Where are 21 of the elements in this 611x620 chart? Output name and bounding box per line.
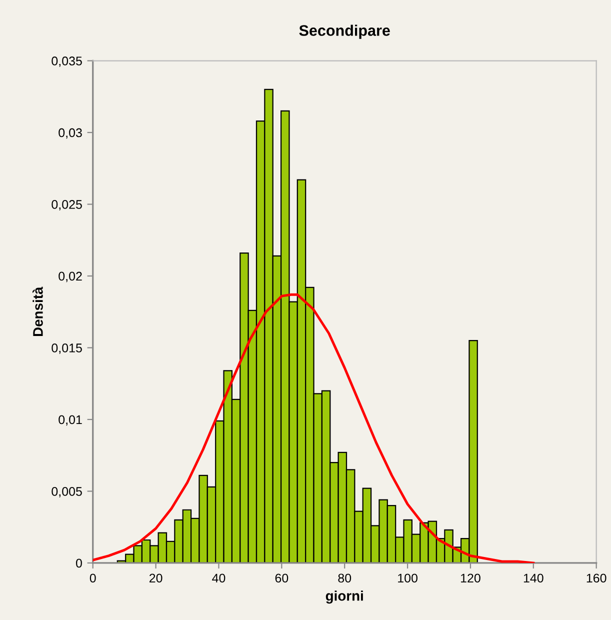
- y-tick-label: 0,025: [52, 200, 82, 210]
- y-tick-label: 0,005: [52, 487, 82, 498]
- y-tick-label: 0,035: [52, 56, 82, 67]
- y-tick-label: 0,015: [52, 344, 82, 354]
- x-axis-title: giorni: [326, 590, 363, 604]
- x-tick-label: 160: [586, 574, 606, 583]
- x-tick-label: 20: [149, 574, 162, 583]
- y-tick-label: 0: [76, 558, 82, 568]
- y-tick-label: 0,02: [58, 272, 82, 282]
- y-tick-label: 0,01: [58, 415, 82, 426]
- x-tick-label: 40: [212, 574, 226, 583]
- x-tick-label: 60: [275, 574, 288, 583]
- chart-title: Secondipare: [299, 24, 390, 39]
- x-tick-label: 0: [90, 574, 96, 583]
- y-tick-label: 0,03: [58, 128, 82, 139]
- line-series: [92, 293, 535, 563]
- x-tick-label: 80: [338, 574, 352, 583]
- x-tick-label: 140: [524, 574, 544, 583]
- y-axis-title: Densità: [32, 286, 43, 336]
- x-tick-label: 120: [460, 574, 480, 583]
- x-tick-label: 100: [398, 574, 418, 583]
